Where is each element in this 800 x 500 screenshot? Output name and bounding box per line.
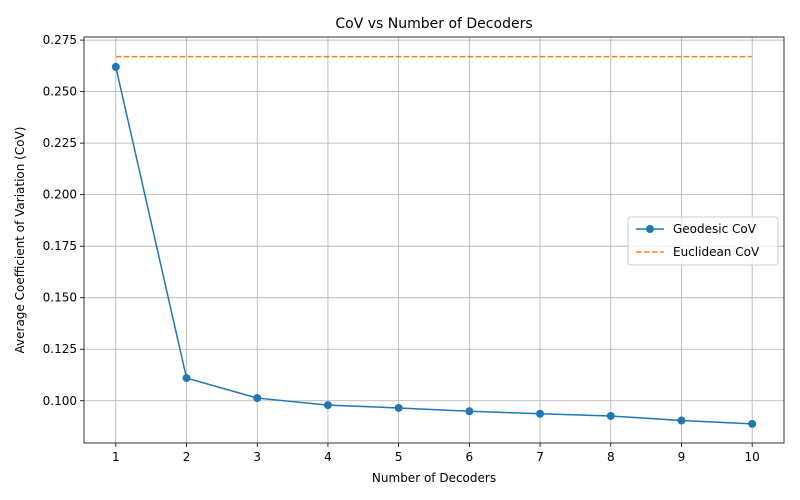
y-tick-label: 0.150 xyxy=(43,291,77,305)
data-point xyxy=(394,403,403,412)
y-tick-label: 0.200 xyxy=(43,188,77,202)
data-point xyxy=(536,409,545,418)
y-axis-label: Average Coefficient of Variation (CoV) xyxy=(13,127,27,354)
y-tick-label: 0.225 xyxy=(43,136,77,150)
x-tick-label: 10 xyxy=(745,450,760,464)
series-layer xyxy=(111,55,757,428)
y-tick-label: 0.250 xyxy=(43,85,77,99)
legend: Geodesic CoV Euclidean CoV xyxy=(627,216,779,266)
legend-box xyxy=(627,216,779,266)
y-tick-label: 0.100 xyxy=(43,394,77,408)
x-tick-label: 1 xyxy=(112,450,120,464)
legend-geodesic-label: Geodesic CoV xyxy=(673,222,757,236)
ticks: 1 2 3 4 5 6 7 8 9 10 0.100 0.125 0.150 0.175 0.200 0.22… xyxy=(43,33,760,464)
x-tick-label: 7 xyxy=(536,450,544,464)
data-point xyxy=(323,401,332,410)
x-tick-label: 3 xyxy=(253,450,261,464)
data-point xyxy=(606,412,615,421)
data-point xyxy=(748,419,757,428)
data-point xyxy=(182,374,191,383)
y-tick-label: 0.275 xyxy=(43,33,77,47)
series-line-geodesic xyxy=(115,66,753,425)
x-tick-label: 2 xyxy=(183,450,191,464)
x-tick-label: 9 xyxy=(678,450,686,464)
data-point xyxy=(465,407,474,416)
plot-frame xyxy=(83,36,785,444)
y-tick-label: 0.175 xyxy=(43,239,77,253)
x-tick-label: 8 xyxy=(607,450,615,464)
data-point xyxy=(677,416,686,425)
chart-title: CoV vs Number of Decoders xyxy=(335,16,532,32)
x-tick-label: 5 xyxy=(395,450,403,464)
legend-geodesic-marker xyxy=(646,225,654,233)
x-tick-label: 4 xyxy=(324,450,332,464)
y-tick-label: 0.125 xyxy=(43,342,77,356)
legend-euclidean-label: Euclidean CoV xyxy=(673,245,760,259)
x-axis-label: Number of Decoders xyxy=(372,471,496,485)
x-tick-label: 6 xyxy=(466,450,474,464)
data-point xyxy=(111,62,120,71)
data-point xyxy=(253,394,262,403)
